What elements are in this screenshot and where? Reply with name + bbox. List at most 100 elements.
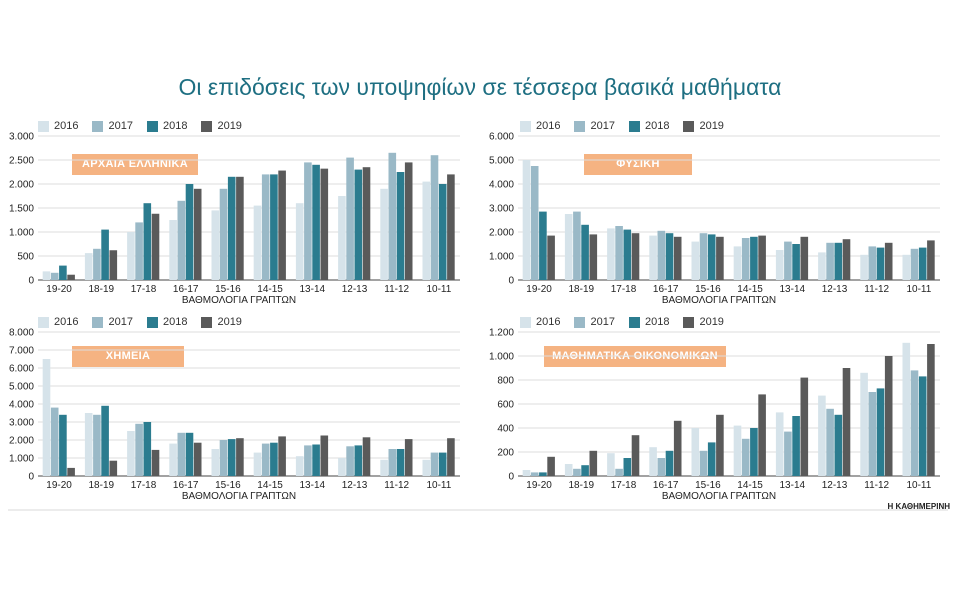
bar-2018 — [185, 432, 194, 476]
x-tick-label: 11-12 — [864, 480, 889, 491]
bar-2017 — [868, 392, 877, 476]
page-title: Οι επιδόσεις των υποψηφίων σε τέσσερα βα… — [178, 74, 782, 100]
bar-2019 — [151, 213, 160, 280]
bar-2017 — [784, 431, 792, 476]
bar-2017 — [868, 246, 877, 280]
bar-2018 — [438, 452, 447, 476]
legend-item: 2018 — [146, 316, 188, 328]
x-axis-title: ΒΑΘΜΟΛΟΓΙΑ ΓΡΑΠΤΩΝ — [182, 295, 296, 306]
bar-2016 — [775, 250, 784, 280]
bar-2018 — [792, 244, 800, 280]
bar-2016 — [733, 246, 742, 280]
bar-2017 — [135, 222, 143, 280]
legend-item: 2018 — [146, 120, 188, 132]
bar-2017 — [93, 414, 101, 476]
bar-2018 — [59, 265, 67, 280]
x-tick-label: 11-12 — [384, 480, 409, 491]
bar-2017 — [261, 174, 270, 280]
bar-2017 — [177, 432, 186, 476]
x-axis-title: ΒΑΘΜΟΛΟΓΙΑ ΓΡΑΠΤΩΝ — [662, 491, 776, 502]
legend-label: 2018 — [162, 316, 188, 328]
bar-2017 — [784, 241, 792, 280]
bar-2018 — [354, 445, 363, 476]
legend-item: 2018 — [628, 316, 670, 328]
bar-2017 — [530, 166, 539, 280]
bar-2019 — [716, 414, 724, 476]
bar-2018 — [834, 414, 843, 476]
legend-swatch — [628, 316, 640, 328]
chart-economics-math: 2016 2017 2018 2019 ΜΑΘΗΜΑΤΙΚΑ ΟΙΚΟΝΟΜΙΚΩΝ … — [488, 314, 952, 509]
bar-2019 — [842, 239, 851, 280]
bar-2016 — [522, 160, 531, 280]
legend-label: 2017 — [108, 120, 133, 132]
legend-label: 2018 — [644, 316, 670, 328]
bar-2019 — [193, 442, 202, 476]
bar-2017 — [50, 272, 59, 280]
bar-2018 — [918, 247, 927, 280]
bar-2018 — [665, 450, 674, 476]
bar-2018 — [438, 184, 447, 280]
bar-2016 — [564, 464, 573, 476]
bar-2017 — [573, 211, 581, 280]
bar-2018 — [270, 174, 278, 280]
bar-2018 — [707, 234, 716, 280]
bar-2016 — [253, 205, 262, 280]
bar-2018 — [623, 458, 632, 476]
bar-2019 — [758, 394, 766, 476]
bar-2016 — [295, 456, 304, 476]
bar-2019 — [67, 274, 75, 280]
legend-label: 2019 — [217, 316, 242, 328]
bar-2019 — [278, 436, 286, 476]
x-tick-label: 15-16 — [695, 284, 721, 295]
legend-swatch — [38, 120, 49, 132]
x-tick-label: 15-16 — [695, 480, 721, 491]
bar-2017 — [741, 438, 750, 476]
y-tick-label: 3.000 — [489, 204, 514, 215]
bar-2019 — [404, 439, 413, 476]
bar-2016 — [649, 447, 657, 476]
x-tick-label: 14-15 — [257, 480, 283, 491]
legend-swatch — [201, 120, 213, 132]
x-tick-label: 19-20 — [46, 284, 72, 295]
bar-2017 — [741, 238, 750, 280]
bar-2017 — [177, 200, 186, 280]
divider — [8, 509, 948, 511]
x-tick-label: 12-13 — [342, 284, 368, 295]
bar-2017 — [615, 226, 623, 280]
bar-2017 — [346, 446, 354, 476]
y-tick-label: 1.000 — [489, 252, 514, 263]
bar-2016 — [338, 196, 346, 280]
bar-2019 — [278, 170, 286, 280]
y-tick-label: 0 — [508, 276, 514, 287]
x-tick-label: 18-19 — [89, 284, 115, 295]
bar-2019 — [800, 377, 809, 476]
bar-2019 — [320, 168, 329, 280]
legend: 2016 2017 2018 2019 — [38, 118, 256, 134]
bar-2018 — [396, 449, 405, 476]
x-tick-label: 11-12 — [384, 284, 409, 295]
legend-label: 2018 — [162, 120, 188, 132]
bar-2017 — [910, 370, 919, 476]
legend-item: 2019 — [683, 316, 724, 328]
bar-chart-svg: 0 1.000 2.000 3.000 4.000 5.000 6.000 7.000 8.00… — [9, 328, 460, 502]
bar-2017 — [430, 452, 439, 476]
x-tick-label: 11-12 — [864, 284, 889, 295]
legend-swatch — [520, 120, 531, 132]
x-tick-label: 16-17 — [173, 284, 199, 295]
bar-2019 — [362, 437, 371, 476]
x-tick-label: 12-13 — [822, 284, 848, 295]
legend-swatch — [628, 120, 640, 132]
bar-2019 — [547, 235, 555, 280]
bar-2018 — [59, 414, 67, 476]
bar-2019 — [236, 438, 244, 476]
bar-2018 — [354, 169, 363, 280]
chart-ancient-greek: 2016 2017 2018 2019 ΑΡΧΑΙΑ ΕΛΛΗΝΙΚΑ 0 500 1.0… — [8, 118, 472, 313]
legend-label: 2019 — [699, 120, 724, 132]
y-tick-label: 1.000 — [9, 228, 34, 239]
bar-2017 — [135, 423, 143, 476]
bar-2017 — [430, 155, 439, 280]
legend-swatch — [201, 316, 213, 328]
bar-2018 — [750, 428, 758, 476]
bar-2019 — [404, 162, 413, 280]
x-tick-label: 18-19 — [569, 284, 595, 295]
